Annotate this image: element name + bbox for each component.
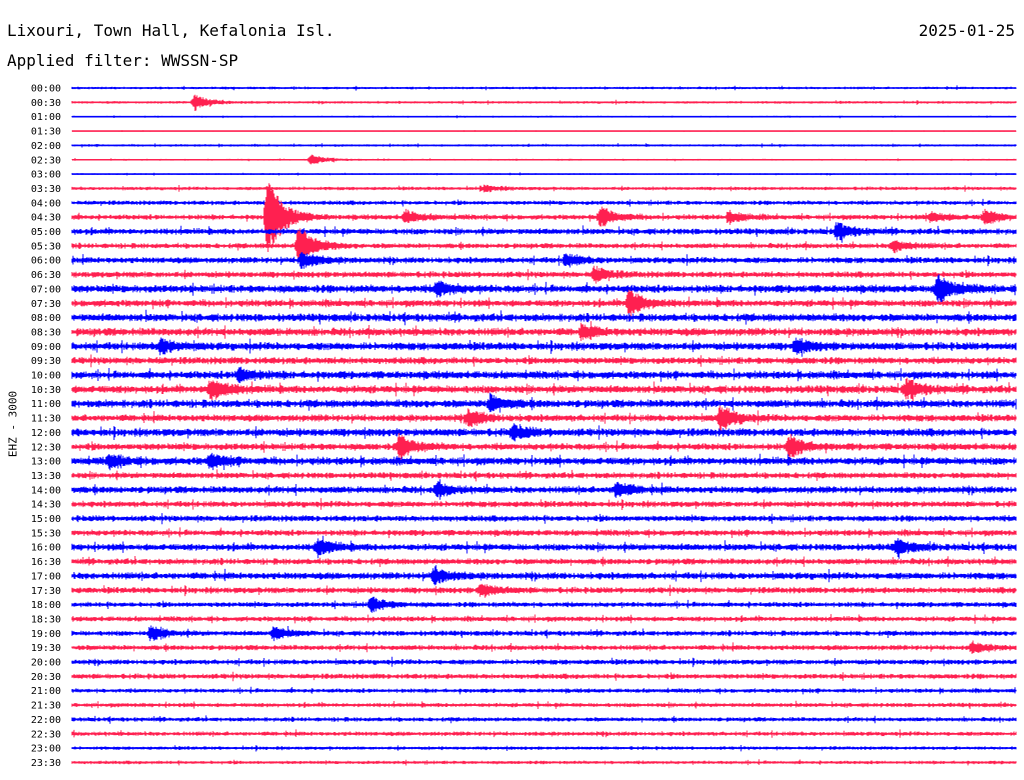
row-label-2300: 23:00 [31,744,61,755]
row-label-0300: 03:00 [31,170,61,181]
row-label-1300: 13:00 [31,457,61,468]
row-label-2330: 23:30 [31,758,61,769]
row-label-0400: 04:00 [31,198,61,209]
row-label-1930: 19:30 [31,643,61,654]
station-title: Lixouri, Town Hall, Kefalonia Isl. [7,21,335,40]
row-label-0530: 05:30 [31,241,61,252]
seismic-traces [71,85,1017,766]
row-label-0600: 06:00 [31,256,61,267]
row-label-1630: 16:30 [31,557,61,568]
row-label-2200: 22:00 [31,715,61,726]
row-label-0200: 02:00 [31,141,61,152]
row-label-0100: 01:00 [31,112,61,123]
row-label-0130: 01:30 [31,127,61,138]
row-label-1100: 11:00 [31,399,61,410]
row-label-1700: 17:00 [31,571,61,582]
row-label-1400: 14:00 [31,485,61,496]
row-label-1600: 16:00 [31,543,61,554]
row-label-1500: 15:00 [31,514,61,525]
row-label-1200: 12:00 [31,428,61,439]
row-label-1130: 11:30 [31,414,61,425]
row-label-2000: 20:00 [31,658,61,669]
row-label-1900: 19:00 [31,629,61,640]
row-label-1530: 15:30 [31,528,61,539]
row-label-0930: 09:30 [31,356,61,367]
row-time-labels: 00:00 00:30 01:00 01:30 02:00 02:30 03:00 03:30… [31,84,61,769]
row-label-0430: 04:30 [31,213,61,224]
row-label-1430: 14:30 [31,500,61,511]
row-label-1730: 17:30 [31,586,61,597]
row-label-0000: 00:00 [31,84,61,95]
row-label-1000: 10:00 [31,371,61,382]
row-label-0030: 00:30 [31,98,61,109]
row-label-0730: 07:30 [31,299,61,310]
row-label-1230: 12:30 [31,442,61,453]
row-label-1030: 10:30 [31,385,61,396]
filter-label: Applied filter: WWSSN-SP [7,51,239,70]
row-label-2230: 22:30 [31,729,61,740]
row-label-0630: 06:30 [31,270,61,281]
trace-0830 [71,321,1017,341]
row-label-2100: 21:00 [31,686,61,697]
row-label-2030: 20:30 [31,672,61,683]
row-label-0900: 09:00 [31,342,61,353]
row-label-2130: 21:30 [31,701,61,712]
row-label-0230: 02:30 [31,155,61,166]
record-date: 2025-01-25 [918,21,1015,40]
trace-0500 [71,222,1017,243]
row-label-1830: 18:30 [31,614,61,625]
row-label-0800: 08:00 [31,313,61,324]
row-label-0830: 08:30 [31,327,61,338]
trace-0900 [71,337,1017,357]
row-label-0700: 07:00 [31,284,61,295]
row-label-1800: 18:00 [31,600,61,611]
row-label-0500: 05:00 [31,227,61,238]
row-label-1330: 13:30 [31,471,61,482]
row-label-0330: 03:30 [31,184,61,195]
